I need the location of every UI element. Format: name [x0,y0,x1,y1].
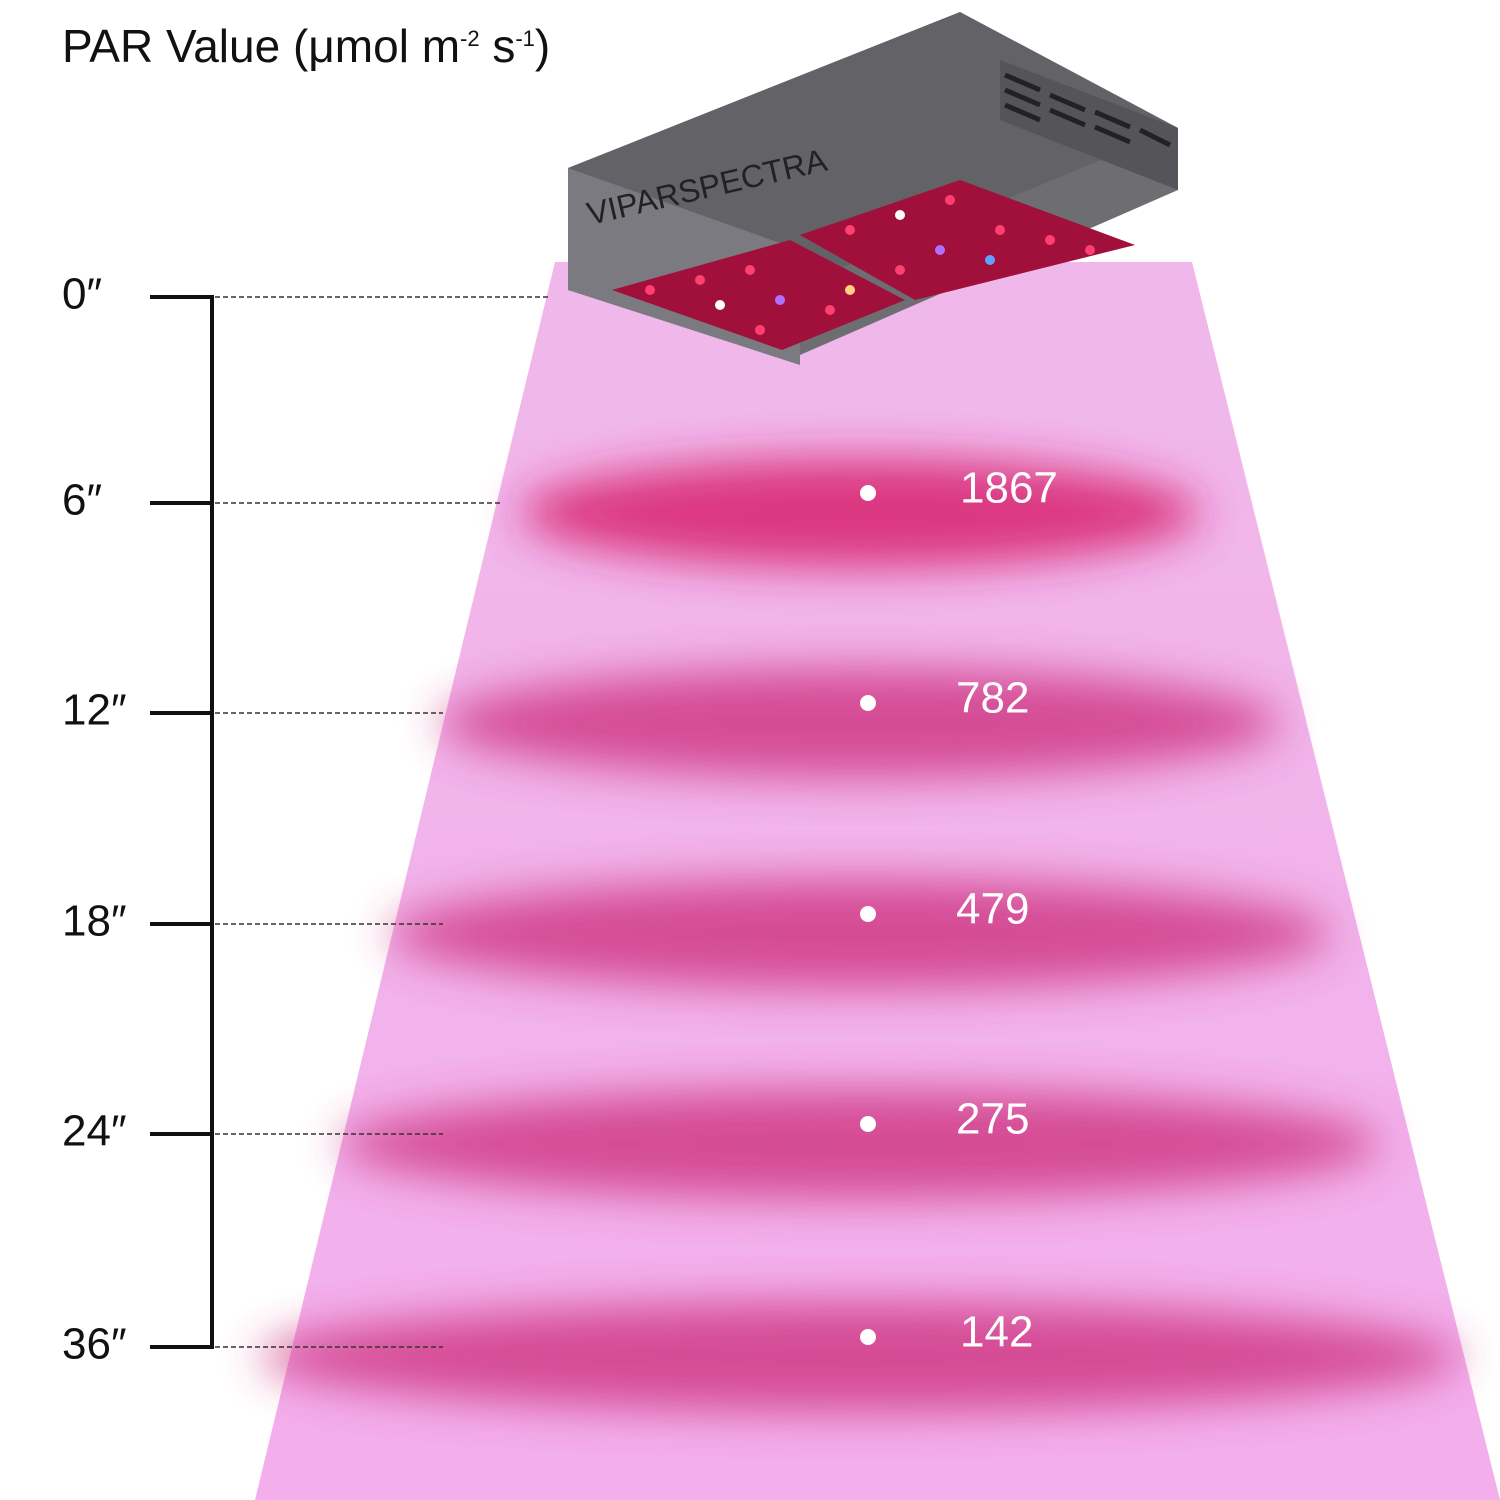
light-band [520,458,1200,568]
par-value: 479 [956,885,1029,934]
point [860,1116,876,1132]
point [860,695,876,711]
readings: 6″ 1867 12″ 782 18″ 479 24″ 275 36″ 142 [62,464,1058,1369]
title-main: PAR Value (μmol m [62,20,460,72]
par-value: 1867 [960,464,1058,513]
par-value: 275 [956,1095,1029,1144]
light-bands [260,458,1460,1412]
point [860,906,876,922]
point [860,1329,876,1345]
title-end: ) [535,20,550,72]
light-band [440,668,1280,778]
height-label: 12″ [62,686,127,735]
height-label: 6″ [62,476,102,525]
light-band [390,879,1330,989]
light-band [260,1302,1460,1412]
lamp: VIPARSPECTRA [568,12,1178,365]
height-label: 24″ [62,1107,127,1156]
height-label: 0″ [62,270,102,319]
title-mid: s [480,20,516,72]
light-band [340,1089,1380,1199]
par-value: 782 [956,674,1029,723]
title-sup: -1 [515,26,535,51]
title-sup: -2 [460,26,480,51]
par-value: 142 [960,1308,1033,1357]
point [860,485,876,501]
title: PAR Value (μmol m-2 s-1) [62,20,550,72]
height-label: 36″ [62,1320,127,1369]
height-label: 18″ [62,897,127,946]
